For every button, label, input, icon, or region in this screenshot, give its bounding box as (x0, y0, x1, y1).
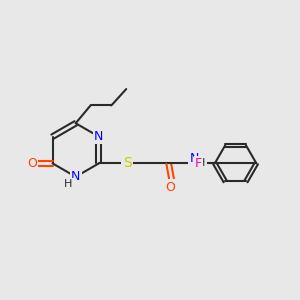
Text: N: N (189, 152, 199, 164)
Text: S: S (123, 156, 131, 170)
Text: H: H (197, 158, 206, 168)
Text: O: O (165, 181, 175, 194)
Text: N: N (94, 130, 104, 143)
Text: O: O (27, 157, 37, 170)
Text: F: F (195, 157, 202, 170)
Text: H: H (64, 179, 73, 189)
Text: N: N (71, 170, 80, 183)
